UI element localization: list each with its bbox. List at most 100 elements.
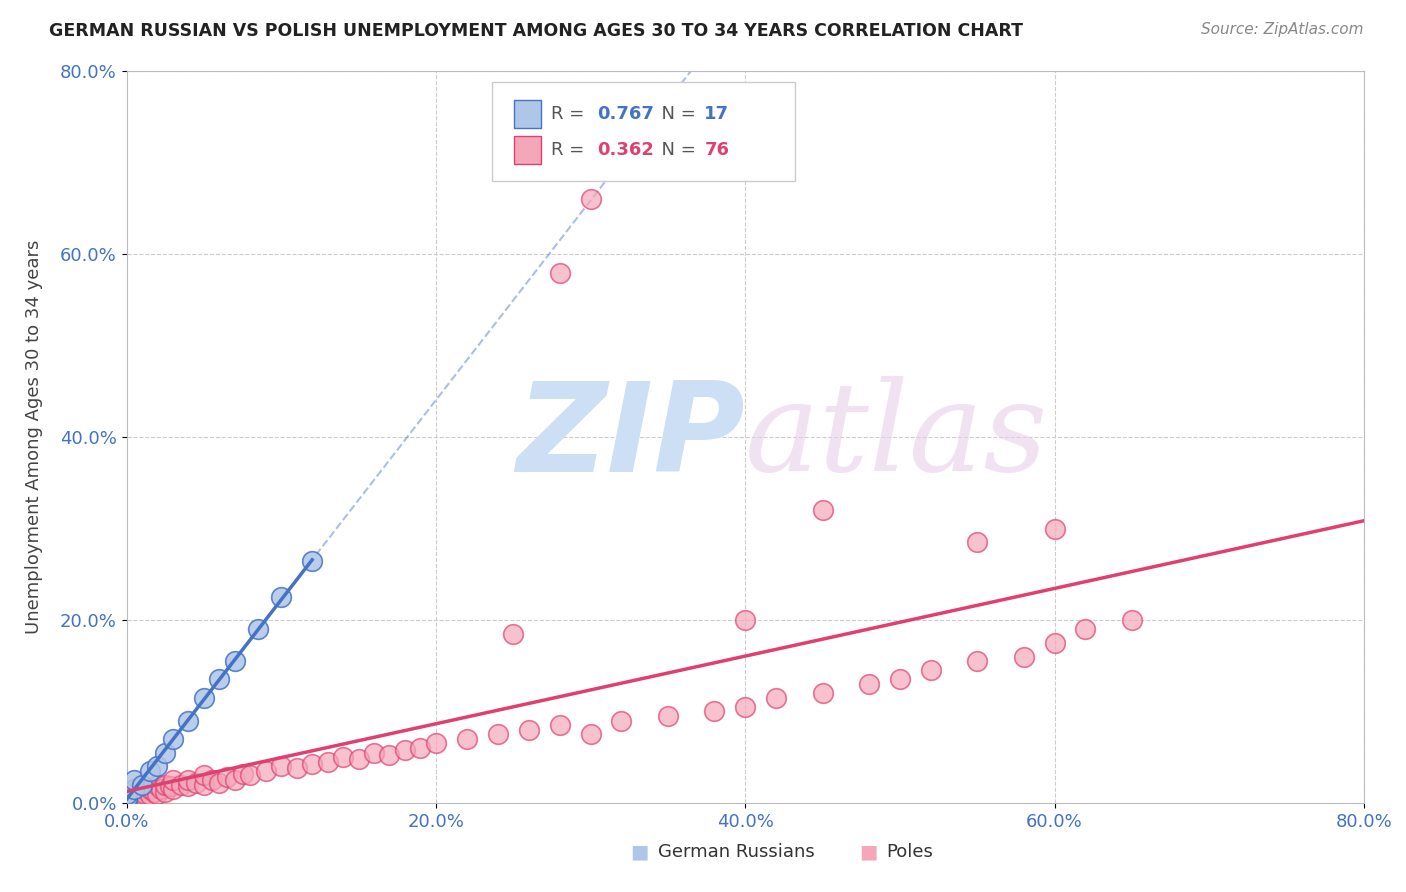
Point <box>146 759 169 773</box>
Text: Poles: Poles <box>886 843 932 861</box>
Point <box>657 709 679 723</box>
Point <box>765 690 787 705</box>
Point <box>378 748 401 763</box>
Point <box>162 782 184 797</box>
Point <box>610 714 633 728</box>
Point <box>224 654 246 668</box>
Point <box>115 789 138 803</box>
Text: 0.362: 0.362 <box>596 141 654 159</box>
Point <box>159 780 181 794</box>
Point <box>254 764 277 778</box>
Point <box>231 766 253 780</box>
Point <box>177 714 200 728</box>
Text: N =: N = <box>650 104 702 123</box>
Point <box>124 785 146 799</box>
Point <box>115 787 138 801</box>
Point <box>208 673 231 687</box>
Text: 0.767: 0.767 <box>596 104 654 123</box>
Point <box>169 778 191 792</box>
Point <box>115 791 138 805</box>
Point <box>517 723 540 737</box>
Point <box>186 775 208 789</box>
Text: atlas: atlas <box>745 376 1049 498</box>
FancyBboxPatch shape <box>513 100 541 128</box>
Point <box>124 782 146 797</box>
Point <box>270 590 292 604</box>
Point <box>394 743 416 757</box>
Text: R =: R = <box>551 141 591 159</box>
Point <box>347 752 370 766</box>
Point <box>1074 622 1097 636</box>
Point <box>889 673 911 687</box>
Point <box>966 654 988 668</box>
Point <box>193 690 215 705</box>
Point <box>966 535 988 549</box>
Point <box>425 736 447 750</box>
Point <box>409 740 432 755</box>
Text: German Russians: German Russians <box>658 843 814 861</box>
Point <box>193 778 215 792</box>
Point <box>247 622 270 636</box>
Point <box>920 663 942 677</box>
Text: N =: N = <box>650 141 702 159</box>
Text: 17: 17 <box>704 104 730 123</box>
Point <box>270 759 292 773</box>
Point <box>143 785 166 799</box>
Point <box>301 757 323 772</box>
Point <box>285 761 308 775</box>
Point <box>120 789 142 803</box>
Point <box>502 626 524 640</box>
Point <box>149 782 172 797</box>
Point <box>134 787 156 801</box>
Point <box>118 791 141 805</box>
Point <box>548 266 571 280</box>
Point <box>115 796 138 810</box>
Point <box>1043 521 1066 535</box>
Point <box>548 718 571 732</box>
Point <box>115 796 138 810</box>
FancyBboxPatch shape <box>513 136 541 163</box>
Point <box>301 553 323 567</box>
Text: ■: ■ <box>859 842 879 862</box>
Point <box>115 791 138 805</box>
Point <box>146 787 169 801</box>
Point <box>162 772 184 787</box>
Text: ZIP: ZIP <box>516 376 745 498</box>
Point <box>193 768 215 782</box>
Point <box>811 686 834 700</box>
Point <box>217 770 239 784</box>
Point <box>1043 636 1066 650</box>
Point <box>177 780 200 794</box>
FancyBboxPatch shape <box>492 82 794 181</box>
Point <box>115 785 138 799</box>
Point <box>734 699 756 714</box>
Point <box>363 746 385 760</box>
Point <box>201 772 224 787</box>
Point <box>811 503 834 517</box>
Point <box>734 613 756 627</box>
Point <box>224 772 246 787</box>
Point <box>153 746 177 760</box>
Point <box>456 731 478 746</box>
Point <box>115 796 138 810</box>
Point <box>127 789 149 803</box>
Point <box>131 789 153 803</box>
Point <box>115 787 138 801</box>
Point <box>1121 613 1143 627</box>
Text: R =: R = <box>551 104 591 123</box>
Point <box>1012 649 1035 664</box>
Point <box>177 772 200 787</box>
Text: Source: ZipAtlas.com: Source: ZipAtlas.com <box>1201 22 1364 37</box>
Y-axis label: Unemployment Among Ages 30 to 34 years: Unemployment Among Ages 30 to 34 years <box>25 240 44 634</box>
Point <box>332 750 354 764</box>
Point <box>208 775 231 789</box>
Point <box>486 727 509 741</box>
Point <box>138 782 160 797</box>
Point <box>146 778 169 792</box>
Point <box>162 731 184 746</box>
Point <box>153 785 177 799</box>
Point <box>138 789 160 803</box>
Text: GERMAN RUSSIAN VS POLISH UNEMPLOYMENT AMONG AGES 30 TO 34 YEARS CORRELATION CHAR: GERMAN RUSSIAN VS POLISH UNEMPLOYMENT AM… <box>49 22 1024 40</box>
Point <box>316 755 339 769</box>
Point <box>124 772 146 787</box>
